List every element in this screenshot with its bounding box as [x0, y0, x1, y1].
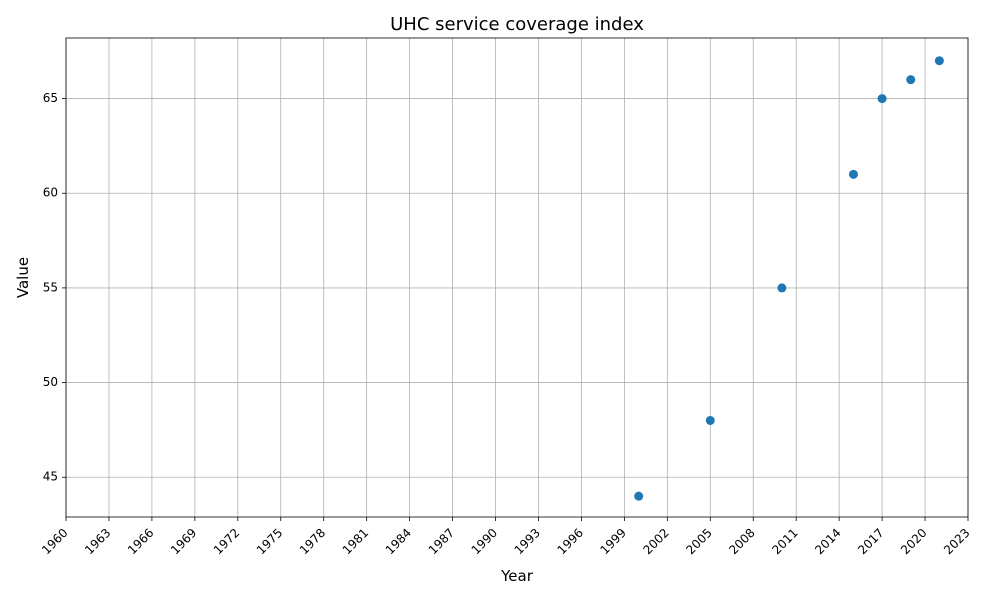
- x-tick-label: 1996: [555, 526, 586, 557]
- data-points: [634, 56, 944, 501]
- x-tick-label: 1987: [426, 526, 457, 557]
- x-tick-label: 1975: [254, 526, 285, 557]
- x-tick-label: 2005: [683, 526, 714, 557]
- y-tick-label: 60: [43, 186, 58, 200]
- y-axis-label: Value: [14, 257, 32, 298]
- x-tick-label: 1990: [469, 526, 500, 557]
- x-tick-label: 2023: [941, 526, 972, 557]
- grid: [65, 38, 969, 517]
- x-tick-label: 2017: [855, 526, 886, 557]
- x-tick-label: 1972: [211, 526, 242, 557]
- plot-area: [65, 37, 969, 518]
- x-tick-label: 2002: [640, 526, 671, 557]
- data-point: [906, 75, 916, 85]
- y-tick-label: 45: [43, 470, 58, 484]
- x-tick-label: 1963: [82, 526, 113, 557]
- axis-ticks: 1960 1963 1966 1969 1972 1975 1978 1981 1984 1987…: [39, 91, 972, 557]
- x-tick-label: 1960: [39, 526, 70, 557]
- y-tick-label: 50: [43, 375, 58, 389]
- x-tick-label: 2008: [726, 526, 757, 557]
- x-tick-label: 1984: [383, 526, 414, 557]
- x-tick-label: 2020: [898, 526, 929, 557]
- x-tick-label: 1981: [340, 526, 371, 557]
- y-tick-label: 65: [43, 91, 58, 105]
- x-tick-label: 2011: [769, 526, 800, 557]
- y-tick-label: 55: [43, 280, 58, 294]
- x-tick-label: 1969: [168, 526, 199, 557]
- x-tick-label: 1966: [125, 526, 156, 557]
- data-point: [848, 169, 858, 179]
- data-point: [777, 283, 787, 293]
- chart-title: UHC service coverage index: [390, 14, 644, 35]
- data-point: [705, 415, 715, 425]
- x-axis-label: Year: [500, 567, 534, 585]
- data-point: [877, 94, 887, 104]
- x-tick-label: 1993: [512, 526, 543, 557]
- data-point: [934, 56, 944, 66]
- x-tick-label: 2014: [812, 526, 843, 557]
- x-tick-label: 1999: [597, 526, 628, 557]
- data-point: [634, 491, 644, 501]
- x-tick-label: 1978: [297, 526, 328, 557]
